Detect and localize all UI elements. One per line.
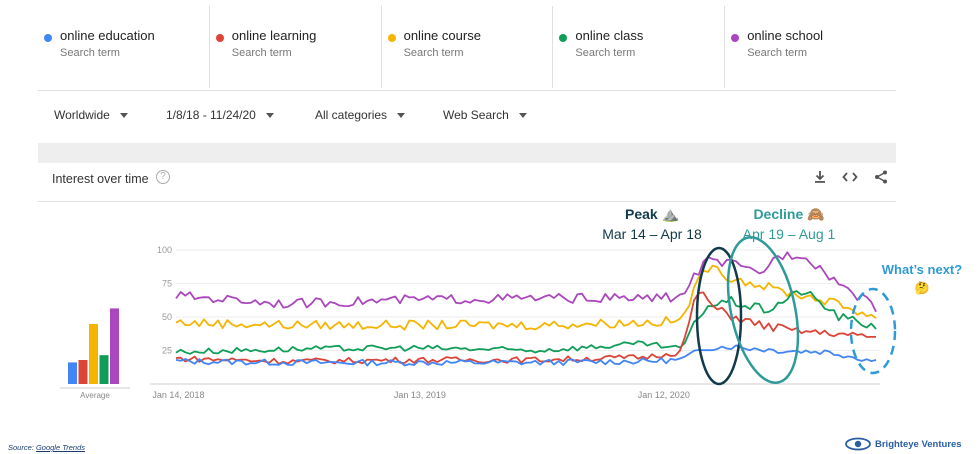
panel-divider [38, 201, 896, 202]
average-bar [78, 360, 88, 384]
average-bar [89, 324, 98, 384]
peak-dates: Mar 14 – Apr 18 [602, 226, 702, 242]
series-line-online-education [175, 344, 877, 367]
y-tick-label: 75 [162, 279, 172, 289]
region-label: Worldwide [54, 108, 110, 122]
peak-ellipse [695, 246, 743, 386]
term-name: online learning [231, 28, 317, 43]
term-name: online course [403, 28, 481, 43]
divider [38, 90, 896, 91]
average-bar [110, 308, 119, 384]
x-tick-label: Jan 14, 2018 [152, 390, 204, 400]
series-color-dot [44, 34, 52, 42]
caret-down-icon [397, 113, 406, 119]
search-term-4[interactable]: online school Search term [725, 6, 896, 88]
embed-code-icon[interactable] [841, 170, 859, 188]
search-term-0[interactable]: online education Search term [38, 6, 210, 88]
series-line-online-school [175, 251, 877, 313]
x-tick-label: Jan 13, 2019 [394, 390, 446, 400]
series-line-online-learning [175, 291, 876, 365]
caret-down-icon [518, 113, 527, 119]
whats-next-emoji: 🤔 [915, 281, 930, 295]
term-type: Search term [231, 47, 292, 59]
term-name: online school [747, 28, 824, 43]
average-bar [99, 355, 109, 384]
average-label: Average [80, 391, 110, 400]
eye-logo-icon [845, 437, 871, 451]
y-tick-label: 100 [157, 245, 172, 255]
date-range-filter[interactable]: 1/8/18 - 11/24/20 [166, 108, 274, 122]
search-term-3[interactable]: online class Search term [553, 6, 726, 88]
y-tick-label: 25 [162, 346, 172, 356]
series-line-online-class [175, 290, 877, 355]
source-note: Source: Google Trends [8, 443, 85, 452]
term-type: Search term [575, 47, 636, 59]
decline-title: Decline 🙈 [753, 206, 825, 222]
region-filter[interactable]: Worldwide [54, 108, 128, 122]
search-term-1[interactable]: online learning Search term [210, 6, 382, 88]
source-label: Source: [8, 443, 36, 452]
term-name: online class [575, 28, 644, 43]
category-filter[interactable]: All categories [315, 108, 406, 122]
y-tick-label: 50 [162, 312, 172, 322]
whats-next-ellipse [849, 287, 897, 375]
term-name: online education [60, 28, 155, 43]
filters-bar: Worldwide 1/8/18 - 11/24/20 All categori… [38, 100, 896, 132]
date-range-label: 1/8/18 - 11/24/20 [166, 108, 256, 122]
average-bar [68, 362, 77, 384]
decline-ellipse [726, 236, 800, 384]
series-color-dot [731, 34, 740, 42]
term-type: Search term [60, 47, 120, 59]
category-label: All categories [315, 108, 388, 122]
brand-name: Brighteye Ventures [875, 438, 962, 450]
search-type-filter[interactable]: Web Search [443, 108, 527, 122]
series-line-online-course [175, 264, 877, 331]
source-link[interactable]: Google Trends [35, 443, 85, 452]
separator-band [38, 143, 896, 163]
x-tick-label: Jan 12, 2020 [638, 390, 690, 400]
caret-down-icon [119, 113, 128, 119]
term-type: Search term [747, 47, 808, 59]
help-circle-icon[interactable]: ? [156, 170, 170, 184]
peak-title: Peak ⛰️ [625, 206, 679, 223]
search-type-label: Web Search [443, 108, 509, 122]
series-color-dot [387, 34, 396, 42]
share-icon[interactable] [872, 170, 890, 188]
search-term-2[interactable]: online course Search term [382, 6, 554, 88]
search-terms-bar: online education Search term online learni… [38, 6, 896, 88]
panel-title: Interest over time [52, 172, 149, 186]
caret-down-icon [265, 113, 274, 119]
decline-dates: Apr 19 – Aug 1 [743, 226, 836, 242]
term-type: Search term [403, 47, 464, 59]
series-color-dot [215, 34, 224, 42]
series-color-dot [559, 34, 568, 42]
download-icon[interactable] [811, 170, 829, 188]
whats-next-title: What’s next? [882, 262, 962, 277]
brand-logo: Brighteye Ventures [845, 436, 962, 452]
